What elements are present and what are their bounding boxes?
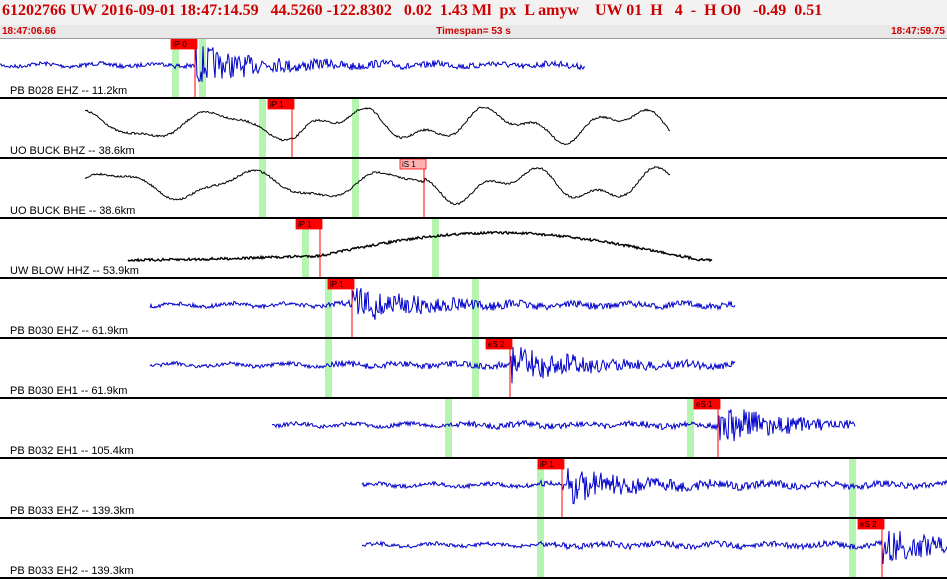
time-window-marker[interactable] (259, 159, 266, 219)
phase-pick-label: iS 1 (402, 160, 416, 169)
waveform-trace (361, 530, 947, 565)
phase-pick-flag[interactable] (267, 99, 295, 110)
channel-label: PB B033 EHZ -- 139.3km (10, 505, 135, 517)
channel-label: UO BUCK BHZ -- 38.6km (10, 145, 135, 157)
channel-label: PB B028 EHZ -- 11.2km (10, 85, 128, 97)
channel-label: PB B030 EH1 -- 61.9km (10, 385, 128, 397)
trace-panel[interactable]: eS 2 PB B033 EH2 -- 139.3km (0, 519, 947, 579)
trace-panel[interactable]: iP 1 PB B030 EHZ -- 61.9km (0, 279, 947, 339)
trace-panel[interactable]: eS 1 PB B032 EH1 -- 105.4km (0, 399, 947, 459)
phase-pick-flag[interactable] (295, 219, 323, 230)
trace-canvas[interactable]: iP 1 (0, 99, 947, 159)
end-time-label: 18:47:59.75 (891, 26, 945, 37)
time-window-marker[interactable] (325, 279, 332, 339)
phase-pick-label: eS 2 (860, 520, 877, 529)
phase-pick-label: iP 1 (540, 460, 554, 469)
channel-label: PB B030 EHZ -- 61.9km (10, 325, 128, 337)
phase-pick-flag[interactable] (170, 39, 198, 50)
start-time-label: 18:47:06.66 (2, 26, 56, 37)
time-window-marker[interactable] (325, 339, 332, 399)
waveform-trace (0, 46, 586, 83)
trace-canvas[interactable]: eS 2 (0, 519, 947, 579)
phase-pick-flag[interactable] (857, 519, 885, 530)
waveform-trace (84, 106, 671, 146)
trace-canvas[interactable]: iP 1 (0, 279, 947, 339)
time-window-marker[interactable] (537, 519, 544, 579)
phase-pick-label: eS 2 (488, 340, 505, 349)
phase-pick-label: iP 1 (270, 100, 284, 109)
phase-pick-label: eS 1 (696, 400, 713, 409)
trace-panel[interactable]: iS 1 UO BUCK BHE -- 38.6km (0, 159, 947, 219)
time-window-marker[interactable] (537, 459, 544, 519)
phase-pick-flag[interactable] (327, 279, 355, 290)
time-window-marker[interactable] (352, 159, 359, 219)
time-window-marker[interactable] (849, 459, 856, 519)
channel-label: UW BLOW HHZ -- 53.9km (10, 265, 139, 277)
event-summary-title: 61202766 UW 2016-09-01 18:47:14.59 44.52… (2, 2, 823, 19)
phase-pick-flag[interactable] (399, 159, 427, 170)
phase-pick-flag[interactable] (485, 339, 513, 350)
trace-canvas[interactable]: iP 1 (0, 219, 947, 279)
phase-pick-label: iP 0 (173, 40, 187, 49)
trace-panel[interactable]: eS 2 PB B030 EH1 -- 61.9km (0, 339, 947, 399)
trace-panel[interactable]: iP 0 PB B028 EHZ -- 11.2km (0, 39, 947, 99)
channel-label: PB B032 EH1 -- 105.4km (10, 445, 134, 457)
trace-canvas[interactable]: eS 2 (0, 339, 947, 399)
phase-pick-label: iP 1 (298, 220, 312, 229)
trace-canvas[interactable]: eS 1 (0, 399, 947, 459)
time-window-marker[interactable] (472, 279, 479, 339)
trace-panel[interactable]: iP 1 PB B033 EHZ -- 139.3km (0, 459, 947, 519)
waveform-trace (149, 288, 736, 320)
waveform-trace (149, 347, 736, 384)
phase-pick-flag[interactable] (537, 459, 565, 470)
phase-pick-label: iP 1 (330, 280, 344, 289)
trace-canvas[interactable]: iS 1 (0, 159, 947, 219)
time-window-marker[interactable] (302, 219, 309, 279)
time-window-marker[interactable] (352, 99, 359, 159)
timespan-label: Timespan= 53 s (436, 26, 511, 37)
time-window-marker[interactable] (259, 99, 266, 159)
phase-pick-flag[interactable] (693, 399, 721, 410)
waveform-trace (361, 468, 947, 505)
time-window-marker[interactable] (432, 219, 439, 279)
waveform-trace (271, 409, 856, 442)
trace-panel[interactable]: iP 1 UO BUCK BHZ -- 38.6km (0, 99, 947, 159)
time-window-marker[interactable] (687, 399, 694, 459)
time-window-marker[interactable] (445, 399, 452, 459)
trace-canvas[interactable]: iP 0 (0, 39, 947, 99)
trace-panel[interactable]: iP 1 UW BLOW HHZ -- 53.9km (0, 219, 947, 279)
trace-canvas[interactable]: iP 1 (0, 459, 947, 519)
channel-label: PB B033 EH2 -- 139.3km (10, 565, 134, 577)
time-window-marker[interactable] (472, 339, 479, 399)
event-header: 61202766 UW 2016-09-01 18:47:14.59 44.52… (0, 0, 947, 26)
waveform-trace (84, 166, 671, 206)
channel-label: UO BUCK BHE -- 38.6km (10, 205, 136, 217)
waveform-trace (127, 230, 713, 263)
seismogram-panels[interactable]: iP 0 PB B028 EHZ -- 11.2km iP 1 UO BUCK BHZ… (0, 39, 947, 580)
time-bar: 18:47:06.66 Timespan= 53 s 18:47:59.75 (0, 25, 947, 39)
